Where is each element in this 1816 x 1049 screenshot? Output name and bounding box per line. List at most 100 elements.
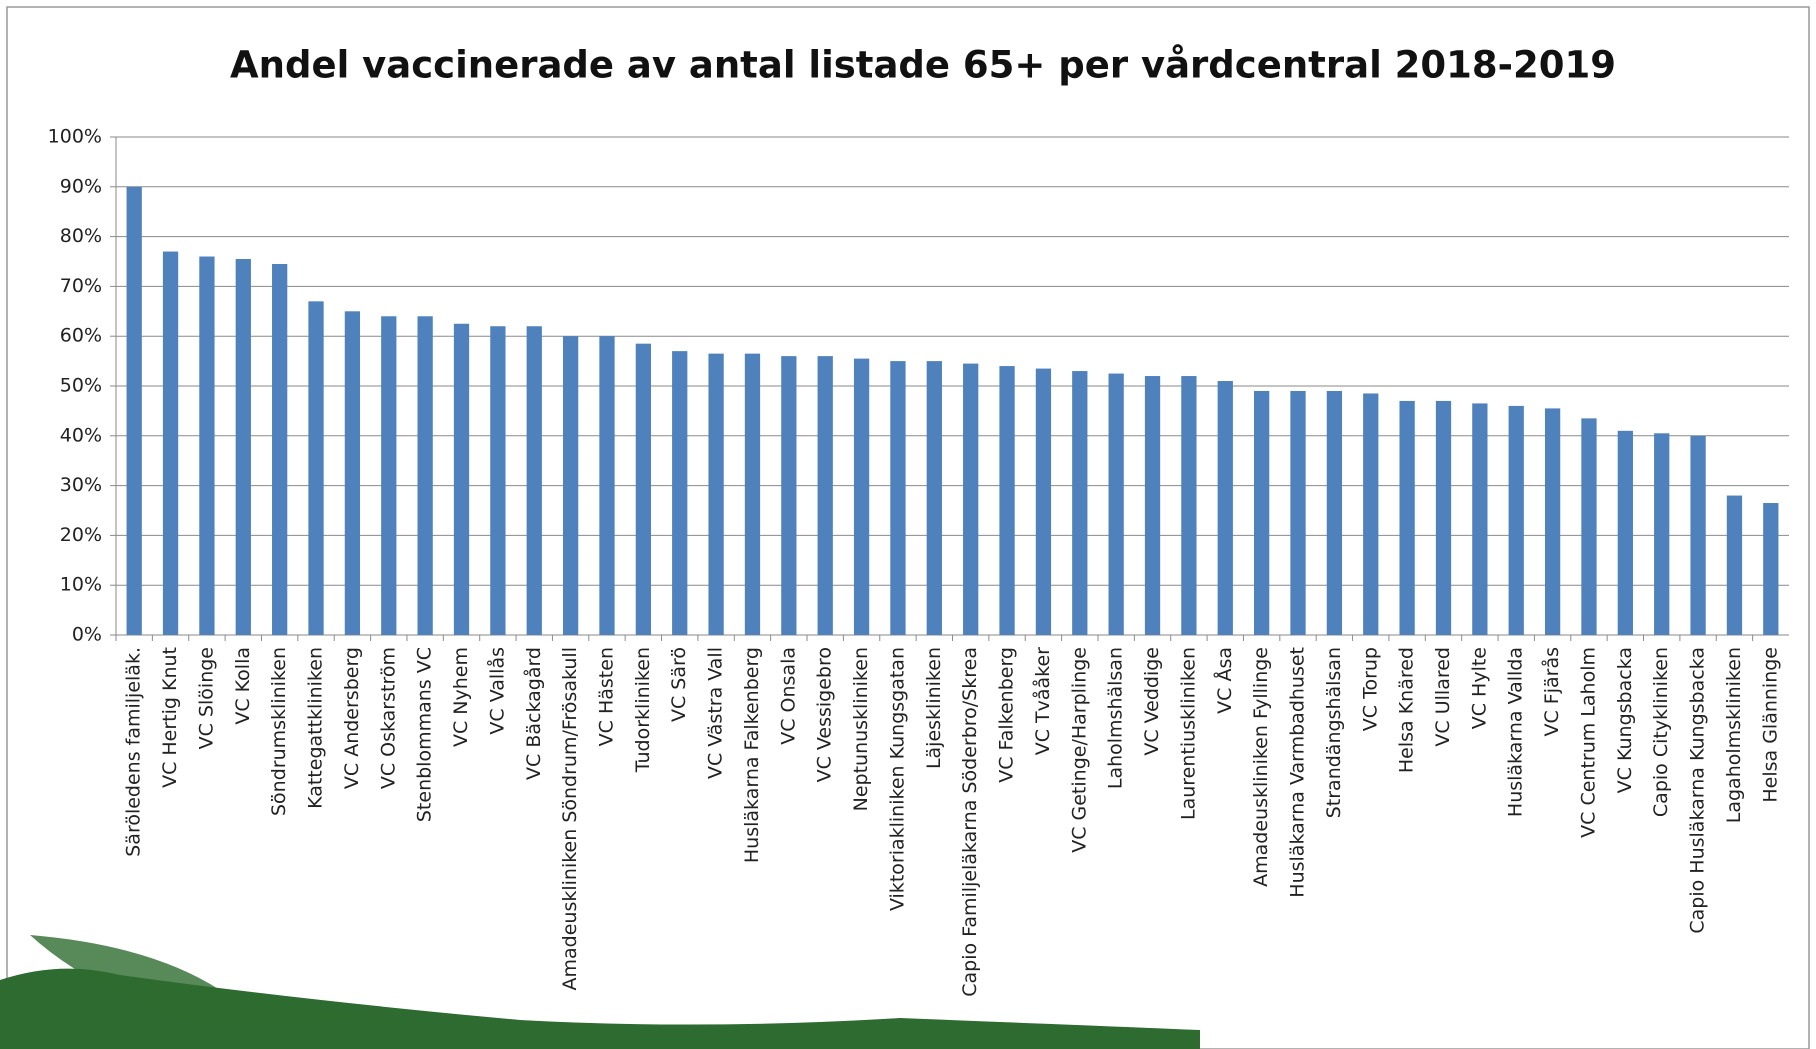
bar [1690, 436, 1705, 635]
x-tick-label: VC Oskarström [377, 647, 399, 789]
x-tick-label: Amadeuskliniken Söndrum/Frösakull [559, 647, 581, 991]
x-tick-label: VC Bäckagård [522, 647, 545, 780]
bar [127, 187, 142, 635]
y-tick-label: 20% [60, 524, 102, 546]
x-tick-label: Capio Citykliniken [1650, 647, 1672, 817]
x-tick-label: Helsa Knäred [1396, 647, 1418, 773]
bar [745, 354, 760, 635]
bar [1763, 503, 1778, 635]
bar [199, 257, 214, 635]
y-tick-label: 80% [60, 225, 102, 247]
x-tick-label: VC Slöinge [195, 647, 217, 749]
chart-title: Andel vaccinerade av antal listade 65+ p… [230, 44, 1616, 87]
y-tick-label: 30% [60, 474, 102, 496]
x-tick-label: VC Torup [1359, 647, 1381, 731]
bar [1472, 403, 1487, 635]
y-tick-label: 10% [60, 574, 102, 596]
x-tick-label: Tudorkliniken [632, 647, 654, 773]
x-tick-label: VC Västra Vall [705, 647, 727, 779]
bar [490, 326, 505, 635]
x-tick-label: Helsa Glänninge [1759, 647, 1781, 803]
x-tick-label: Stenblommans VC [414, 647, 436, 822]
y-tick-label: 40% [60, 424, 102, 446]
x-tick-label: Husläkarna Vallda [1505, 647, 1527, 817]
bar [236, 259, 251, 635]
x-tick-label: Neptunuskliniken [850, 647, 872, 811]
bar [854, 359, 869, 635]
bar [1218, 381, 1233, 635]
x-tick-label: VC Kolla [232, 647, 254, 725]
x-tick-label: VC Kungsbacka [1614, 647, 1636, 793]
y-tick-label: 100% [48, 126, 102, 148]
x-tick-label: VC Hertig Knut [159, 647, 181, 788]
x-tick-label: Kattegattkliniken [305, 647, 327, 809]
x-tick-label: VC Särö [668, 647, 690, 722]
bar [818, 356, 833, 635]
bar [1145, 376, 1160, 635]
x-tick-label: Strandängshälsan [1323, 647, 1345, 818]
x-tick-label: VC Hylte [1468, 647, 1490, 729]
x-tick-label: Husläkarna Falkenberg [741, 647, 763, 863]
chart: Andel vaccinerade av antal listade 65+ p… [0, 0, 1816, 1049]
bar [1436, 401, 1451, 635]
bar [563, 336, 578, 635]
bar [636, 344, 651, 635]
x-tick-label: Amadeuskliniken Fyllinge [1250, 647, 1272, 887]
bar [1363, 393, 1378, 635]
x-tick-label: VC Åsa [1213, 647, 1236, 714]
bar [1254, 391, 1269, 635]
x-tick-label: Laholmshälsan [1105, 647, 1127, 789]
x-tick-label: Läjeskliniken [923, 647, 945, 769]
bar [272, 264, 287, 635]
x-tick-label: VC Hästen [595, 647, 617, 746]
bar [1181, 376, 1196, 635]
bar [1327, 391, 1342, 635]
bar [1109, 374, 1124, 635]
x-tick-label: VC Ullared [1432, 647, 1454, 747]
x-tick-label: VC Tvååker [1031, 647, 1054, 755]
bar [963, 364, 978, 635]
x-tick-label: VC Vallås [485, 647, 508, 735]
x-tick-label: Laurentiuskliniken [1177, 647, 1199, 820]
y-tick-label: 50% [60, 375, 102, 397]
y-tick-label: 70% [60, 275, 102, 297]
bar [1290, 391, 1305, 635]
y-tick-label: 60% [60, 325, 102, 347]
bar [381, 316, 396, 635]
bar [781, 356, 796, 635]
bar [527, 326, 542, 635]
x-tick-label: Viktoriakliniken Kungsgatan [886, 647, 908, 911]
bar [418, 316, 433, 635]
bar [1509, 406, 1524, 635]
x-tick-label: Söndrumskliniken [268, 647, 290, 816]
bar [345, 311, 360, 635]
bar [1618, 431, 1633, 635]
bar [308, 301, 323, 635]
x-tick-label: Capio Familjeläkarna Söderbro/Skrea [959, 647, 981, 997]
bar [1545, 408, 1560, 635]
x-tick-label: VC Falkenberg [996, 647, 1018, 783]
y-tick-label: 90% [60, 175, 102, 197]
x-tick-label: VC Andersberg [341, 647, 363, 789]
x-tick-label: VC Centrum Laholm [1577, 647, 1599, 838]
bar [1399, 401, 1414, 635]
bar [1727, 496, 1742, 635]
y-tick-label: 0% [72, 624, 102, 646]
x-tick-label: Capio Husläkarna Kungsbacka [1687, 647, 1709, 934]
bar [890, 361, 905, 635]
bar [927, 361, 942, 635]
bar [999, 366, 1014, 635]
x-tick-label: Säröledens familjeläk. [123, 647, 145, 857]
bar [599, 336, 614, 635]
bar [1036, 369, 1051, 635]
x-tick-label: VC Getinge/Harplinge [1068, 647, 1090, 853]
bar [1581, 418, 1596, 635]
x-tick-label: Lagaholmskliniken [1723, 647, 1745, 823]
bar [163, 252, 178, 635]
bar [672, 351, 687, 635]
x-tick-label: VC Onsala [777, 647, 799, 745]
bar [1072, 371, 1087, 635]
bar [454, 324, 469, 635]
x-tick-label: VC Veddige [1141, 647, 1163, 756]
bar [1654, 433, 1669, 635]
